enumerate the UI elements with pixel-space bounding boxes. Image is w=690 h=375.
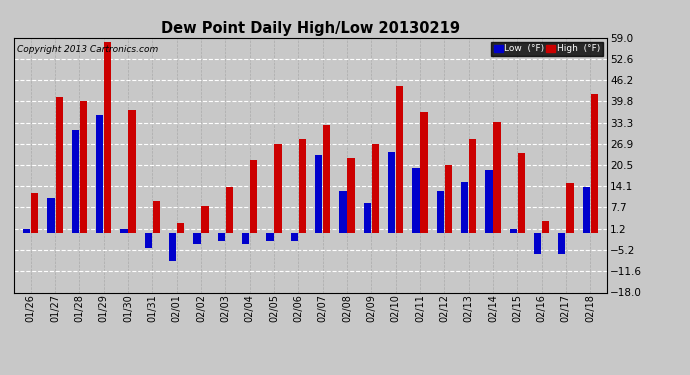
Bar — [177, 223, 184, 233]
Bar — [444, 165, 452, 233]
Bar — [201, 206, 208, 233]
Bar — [80, 101, 87, 233]
Bar — [582, 186, 590, 233]
Bar — [226, 186, 233, 233]
Bar — [55, 97, 63, 233]
Bar — [104, 42, 112, 233]
Bar — [48, 198, 55, 233]
Bar — [461, 182, 469, 233]
Bar — [145, 233, 152, 248]
Bar — [388, 152, 395, 233]
Bar — [266, 233, 274, 241]
Bar — [591, 94, 598, 233]
Bar — [469, 138, 476, 233]
Bar — [250, 160, 257, 233]
Bar — [509, 229, 517, 233]
Bar — [558, 233, 566, 254]
Bar — [31, 193, 39, 233]
Bar — [372, 144, 379, 233]
Text: Copyright 2013 Cartronics.com: Copyright 2013 Cartronics.com — [17, 45, 158, 54]
Bar — [566, 183, 573, 233]
Bar — [169, 233, 177, 261]
Legend: Low  (°F), High  (°F): Low (°F), High (°F) — [491, 42, 602, 56]
Bar — [290, 233, 298, 241]
Bar — [128, 110, 136, 233]
Bar — [96, 116, 104, 233]
Bar — [72, 130, 79, 233]
Bar — [396, 86, 403, 233]
Bar — [420, 112, 428, 233]
Bar — [542, 221, 549, 233]
Bar — [323, 125, 331, 233]
Bar — [518, 153, 525, 233]
Bar — [493, 122, 500, 233]
Bar — [152, 201, 160, 233]
Bar — [364, 203, 371, 233]
Bar — [193, 233, 201, 244]
Bar — [242, 233, 249, 244]
Bar — [23, 229, 30, 233]
Title: Dew Point Daily High/Low 20130219: Dew Point Daily High/Low 20130219 — [161, 21, 460, 36]
Bar — [347, 158, 355, 233]
Bar — [413, 168, 420, 233]
Bar — [218, 233, 225, 241]
Bar — [437, 192, 444, 233]
Bar — [485, 170, 493, 233]
Bar — [299, 138, 306, 233]
Bar — [534, 233, 541, 254]
Bar — [121, 229, 128, 233]
Bar — [339, 192, 346, 233]
Bar — [315, 155, 322, 233]
Bar — [275, 144, 282, 233]
